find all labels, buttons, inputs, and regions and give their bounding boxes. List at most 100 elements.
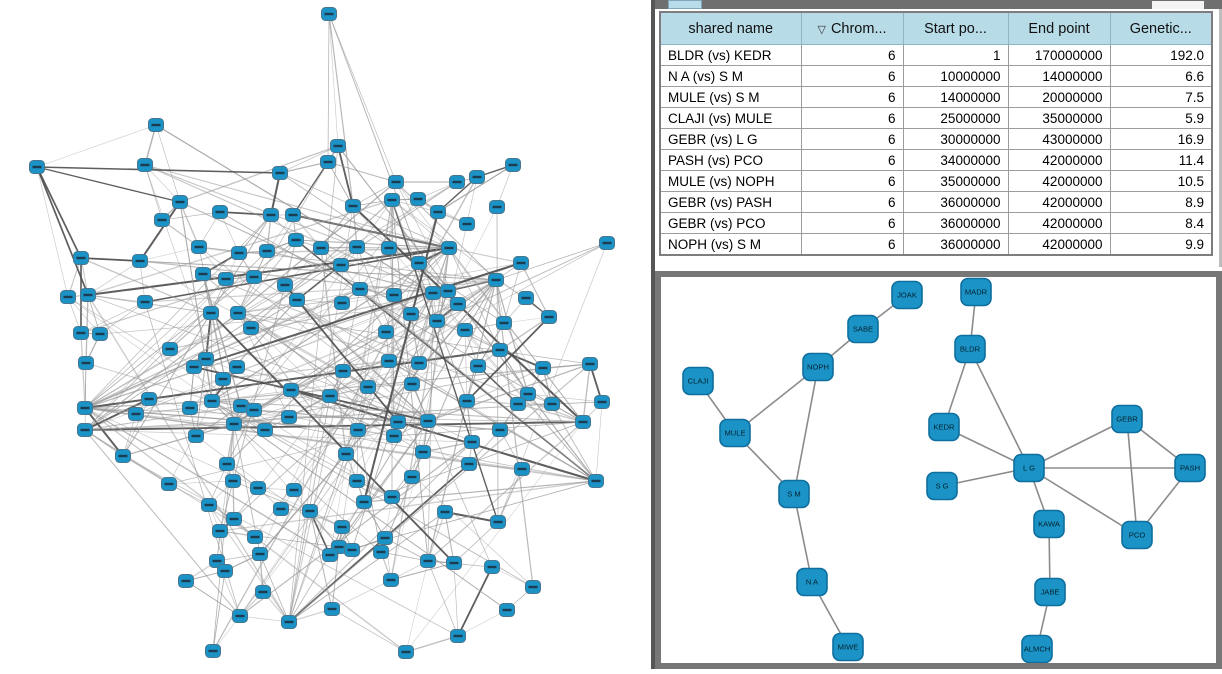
table-row[interactable]: NOPH (vs) S M 6 36000000 42000000 9.9 [659,233,1213,256]
table-cell[interactable]: 10000000 [902,65,1009,87]
network-node[interactable] [489,200,505,214]
table-cell[interactable]: MULE (vs) NOPH [659,170,802,192]
network-node[interactable] [302,504,318,518]
network-node[interactable] [381,241,397,255]
network-node[interactable] [257,423,273,437]
table-cell[interactable]: NOPH (vs) S M [659,233,802,256]
network-node[interactable] [496,316,512,330]
network-node[interactable] [386,288,402,302]
network-node[interactable] [429,314,445,328]
table-row[interactable]: N A (vs) S M 6 10000000 14000000 6.6 [659,65,1213,87]
network-node[interactable] [333,258,349,272]
network-node[interactable] [505,158,521,172]
table-cell[interactable]: 36000000 [902,191,1009,213]
network-node[interactable] [449,175,465,189]
network-node-PCO[interactable]: PCO [1121,520,1153,550]
column-header-3[interactable]: End point [1007,11,1111,45]
table-cell[interactable]: 170000000 [1007,44,1111,66]
network-node[interactable] [286,483,302,497]
network-node[interactable] [386,429,402,443]
network-node[interactable] [198,352,214,366]
column-header-2[interactable]: Start po... [902,11,1009,45]
table-cell[interactable]: 34000000 [902,149,1009,171]
network-node[interactable] [492,343,508,357]
network-node[interactable] [232,609,248,623]
table-cell[interactable]: 42000000 [1007,149,1111,171]
network-node[interactable] [450,629,466,643]
network-node[interactable] [137,158,153,172]
network-node[interactable] [349,240,365,254]
network-node[interactable] [349,474,365,488]
network-node[interactable] [441,241,457,255]
network-node[interactable] [322,389,338,403]
network-node-PASH[interactable]: PASH [1174,453,1206,483]
network-node-NA[interactable]: N A [796,567,828,597]
network-node[interactable] [404,470,420,484]
network-node[interactable] [490,515,506,529]
network-node[interactable] [60,290,76,304]
table-cell[interactable]: 6 [800,86,904,108]
network-node[interactable] [330,139,346,153]
network-node[interactable] [313,241,329,255]
main-network-panel[interactable] [0,0,651,669]
network-node[interactable] [219,457,235,471]
network-node[interactable] [398,645,414,659]
table-cell[interactable]: 10.5 [1109,170,1213,192]
network-node[interactable] [243,321,259,335]
table-cell[interactable]: 14000000 [1007,65,1111,87]
network-node[interactable] [510,397,526,411]
network-node[interactable] [411,356,427,370]
table-cell[interactable]: GEBR (vs) PCO [659,212,802,234]
network-node[interactable] [488,273,504,287]
table-cell[interactable]: MULE (vs) S M [659,86,802,108]
network-node[interactable] [440,284,456,298]
network-node[interactable] [288,233,304,247]
table-cell[interactable]: 36000000 [902,212,1009,234]
network-node[interactable] [29,160,45,174]
network-node[interactable] [225,474,241,488]
network-node[interactable] [430,205,446,219]
network-node[interactable] [73,251,89,265]
network-node[interactable] [281,615,297,629]
network-node[interactable] [582,357,598,371]
table-cell[interactable]: 43000000 [1007,128,1111,150]
network-node[interactable] [201,498,217,512]
table-cell[interactable]: CLAJI (vs) MULE [659,107,802,129]
network-node[interactable] [259,244,275,258]
network-node[interactable] [320,155,336,169]
network-node[interactable] [204,394,220,408]
sub-network-canvas[interactable]: JOAK MADR SABE BLDR NOPH CLAJI KEDR GEBR MULE L G… [661,277,1216,663]
network-node[interactable] [356,495,372,509]
network-node[interactable] [217,564,233,578]
network-node[interactable] [383,573,399,587]
table-cell[interactable]: 192.0 [1109,44,1213,66]
network-node[interactable] [457,323,473,337]
network-node[interactable] [252,547,268,561]
table-cell[interactable]: 42000000 [1007,170,1111,192]
table-cell[interactable]: 11.4 [1109,149,1213,171]
network-node-NOPH[interactable]: NOPH [802,352,834,382]
network-node[interactable] [321,7,337,21]
network-node[interactable] [352,282,368,296]
network-node[interactable] [115,449,131,463]
network-node[interactable] [77,401,93,415]
network-node[interactable] [277,278,293,292]
table-cell[interactable]: 6 [800,170,904,192]
table-cell[interactable]: 6.6 [1109,65,1213,87]
network-node[interactable] [231,246,247,260]
table-row[interactable]: GEBR (vs) PCO 6 36000000 42000000 8.4 [659,212,1213,234]
network-node-MADR[interactable]: MADR [960,277,992,307]
table-cell[interactable]: 30000000 [902,128,1009,150]
table-cell[interactable]: 25000000 [902,107,1009,129]
network-node[interactable] [544,397,560,411]
table-tab-chip[interactable] [668,0,702,9]
network-node-LG[interactable]: L G [1013,453,1045,483]
network-node[interactable] [334,520,350,534]
network-node[interactable] [470,359,486,373]
network-node[interactable] [263,208,279,222]
network-node[interactable] [541,310,557,324]
network-node[interactable] [411,256,427,270]
network-node[interactable] [484,560,500,574]
table-row[interactable]: GEBR (vs) PASH 6 36000000 42000000 8.9 [659,191,1213,213]
network-node[interactable] [247,530,263,544]
